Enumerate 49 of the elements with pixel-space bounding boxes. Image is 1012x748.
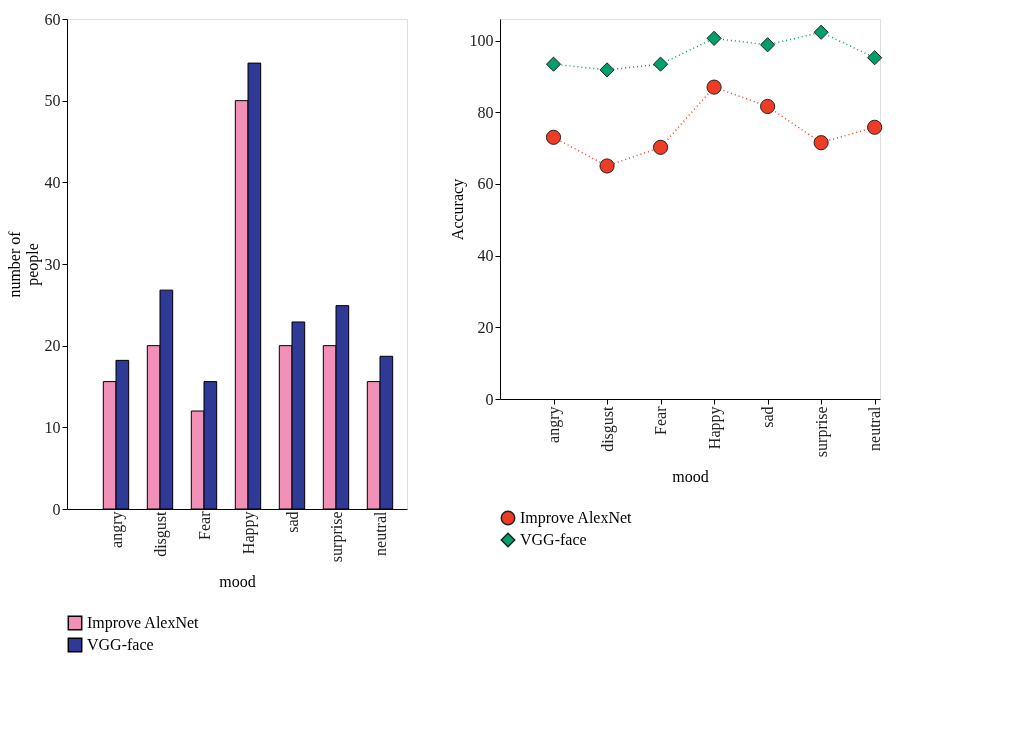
x-tick-label: sad <box>759 406 777 428</box>
x-tick-label: Fear <box>195 510 213 540</box>
x-tick-label: angry <box>545 406 564 443</box>
x-axis-title: mood <box>672 468 709 486</box>
y-tick-label: 0 <box>485 390 494 408</box>
point <box>813 24 829 40</box>
x-tick-label: Fear <box>652 405 670 435</box>
y-tick-label: 60 <box>44 10 61 28</box>
legend-label: Improve AlexNet <box>87 614 200 632</box>
y-tick-label: 30 <box>44 255 61 273</box>
legend-label: Improve AlexNet <box>520 509 633 527</box>
y-tick-label: 50 <box>44 92 61 110</box>
point <box>599 62 615 78</box>
point <box>760 98 776 115</box>
point <box>599 158 615 174</box>
y-tick-label: 40 <box>44 173 61 191</box>
point <box>652 139 669 155</box>
x-tick-label: Happy <box>239 511 258 555</box>
x-tick-label: surprise <box>812 406 831 458</box>
point <box>867 50 883 66</box>
x-tick-label: disgust <box>151 510 170 557</box>
point <box>760 37 776 53</box>
y-tick-label: 80 <box>477 103 494 121</box>
legend-label: VGG-face <box>520 531 587 548</box>
point <box>706 79 722 95</box>
legend-label: VGG-face <box>87 636 154 653</box>
point <box>545 56 562 72</box>
x-tick-label: disgust <box>598 405 617 452</box>
point <box>706 30 722 46</box>
x-tick-label: neutral <box>371 510 389 556</box>
x-tick-label: Happy <box>705 406 724 450</box>
y-tick-label: 100 <box>469 32 494 50</box>
x-axis-title: mood <box>219 573 256 591</box>
y-tick-label: 40 <box>477 247 494 265</box>
y-axis-title: Accuracy <box>448 178 467 241</box>
point <box>813 135 829 151</box>
point <box>545 129 562 145</box>
x-tick-label: surprise <box>327 511 346 563</box>
point <box>867 119 883 135</box>
y-tick-label: 0 <box>52 500 61 518</box>
x-tick-label: angry <box>107 511 126 548</box>
point <box>652 56 669 72</box>
y-tick-label: 60 <box>477 175 494 193</box>
y-axis-title: number of people <box>5 230 42 298</box>
y-tick-label: 20 <box>44 337 61 355</box>
y-tick-label: 20 <box>477 318 494 336</box>
y-tick-label: 10 <box>44 418 61 436</box>
x-tick-label: sad <box>283 511 301 533</box>
x-tick-label: neutral <box>866 405 884 451</box>
